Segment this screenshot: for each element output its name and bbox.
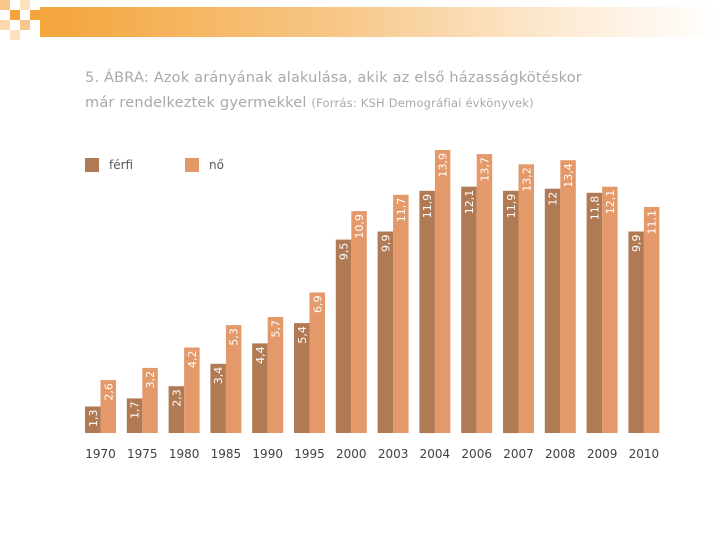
data-label-ferfi-2000: 9,5: [338, 243, 351, 261]
bar-ferfi-2004: [419, 190, 435, 434]
chart-title-line2: már rendelkeztek gyermekkel (Forrás: KSH…: [85, 91, 685, 116]
data-label-ferfi-2008: 12: [547, 192, 560, 206]
data-label-no-1975: 3,2: [144, 371, 157, 389]
data-label-ferfi-2009: 11,8: [588, 196, 601, 221]
bar-ferfi-1985: [210, 363, 226, 433]
legend-label-no: nő: [209, 158, 224, 172]
bar-no-2008: [560, 160, 576, 433]
data-label-ferfi-2006: 12,1: [463, 190, 476, 215]
x-tick-label-1990: 1990: [252, 447, 283, 461]
bar-ferfi-2008: [544, 188, 561, 433]
bar-no-2009: [602, 186, 618, 433]
legend-item-no: nő: [185, 158, 224, 172]
chart-title-line2-text: már rendelkeztek gyermekkel: [85, 95, 307, 111]
data-label-ferfi-1970: 1,3: [87, 410, 100, 428]
legend-item-ferfi: férfi: [85, 158, 133, 172]
x-tick-label-2000: 2000: [336, 447, 367, 461]
data-label-no-2007: 13,2: [520, 167, 533, 192]
bar-no-1990: [267, 317, 284, 433]
data-label-no-2009: 12,1: [604, 190, 617, 215]
bar-no-1995: [309, 292, 325, 433]
x-tick-label-2004: 2004: [420, 447, 451, 461]
x-tick-label-2003: 2003: [378, 447, 409, 461]
data-label-no-2008: 13,4: [562, 163, 575, 188]
bar-ferfi-2000: [335, 239, 352, 433]
bar-no-1985: [225, 325, 242, 433]
x-tick-label-1970: 1970: [85, 447, 116, 461]
data-label-no-1985: 5,3: [228, 328, 241, 346]
data-label-ferfi-1980: 2,3: [170, 389, 183, 407]
data-label-ferfi-1995: 5,4: [296, 326, 309, 344]
x-tick-label-2010: 2010: [629, 447, 660, 461]
data-label-ferfi-1985: 3,4: [212, 367, 225, 385]
bar-no-2007: [518, 164, 534, 434]
bar-no-1980: [184, 347, 200, 433]
bar-ferfi-1970: [85, 406, 101, 433]
bar-ferfi-1990: [252, 343, 268, 433]
data-label-ferfi-2007: 11,9: [505, 194, 518, 219]
bar-no-1975: [142, 367, 158, 433]
bar-ferfi-2010: [628, 231, 644, 433]
bar-ferfi-1975: [126, 398, 143, 433]
bar-no-2000: [351, 211, 367, 433]
legend-swatch-ferfi: [85, 158, 99, 172]
bar-ferfi-2006: [461, 186, 477, 433]
x-tick-label-2008: 2008: [545, 447, 576, 461]
legend-swatch-no: [185, 158, 199, 172]
data-label-no-2003: 11,7: [395, 198, 408, 223]
chart-title-line1: 5. ÁBRA: Azok arányának alakulása, akik …: [85, 70, 582, 86]
data-label-no-2006: 13,7: [478, 157, 491, 182]
data-label-no-1995: 6,9: [311, 296, 324, 314]
data-label-ferfi-1975: 1,7: [129, 401, 142, 419]
chart-title: 5. ÁBRA: Azok arányának alakulása, akik …: [85, 66, 685, 116]
bar-no-2003: [393, 194, 409, 433]
bar-no-2006: [476, 154, 493, 433]
x-tick-label-1985: 1985: [211, 447, 242, 461]
data-label-no-2010: 11,1: [646, 210, 659, 235]
bar-ferfi-1980: [168, 386, 185, 433]
x-tick-label-1975: 1975: [127, 447, 158, 461]
data-label-no-2004: 13,9: [437, 153, 450, 178]
data-label-no-1970: 2,6: [102, 383, 115, 401]
data-label-ferfi-2004: 11,9: [421, 194, 434, 219]
legend-label-ferfi: férfi: [109, 158, 134, 172]
chart-source: (Forrás: KSH Demográfiai évkönyvek): [311, 96, 534, 110]
data-label-ferfi-1990: 4,4: [254, 346, 267, 364]
data-label-ferfi-2003: 9,9: [379, 235, 392, 253]
bar-ferfi-2007: [503, 190, 519, 434]
data-label-ferfi-2010: 9,9: [630, 235, 643, 253]
bar-ferfi-2003: [377, 231, 394, 433]
x-tick-label-1995: 1995: [294, 447, 325, 461]
bar-ferfi-1995: [294, 323, 310, 433]
data-label-no-1990: 5,7: [269, 320, 282, 338]
data-label-no-1980: 4,2: [186, 351, 199, 369]
bar-no-2004: [434, 150, 451, 433]
header-accent-bar: [40, 7, 720, 37]
bar-ferfi-2009: [586, 192, 603, 433]
x-tick-label-2006: 2006: [461, 447, 492, 461]
corner-decoration: [0, 0, 40, 40]
x-tick-label-2007: 2007: [503, 447, 534, 461]
data-label-no-2000: 10,9: [353, 214, 366, 239]
bar-no-1970: [100, 380, 116, 433]
x-tick-label-2009: 2009: [587, 447, 618, 461]
x-tick-label-1980: 1980: [169, 447, 200, 461]
bar-no-2010: [643, 207, 660, 433]
